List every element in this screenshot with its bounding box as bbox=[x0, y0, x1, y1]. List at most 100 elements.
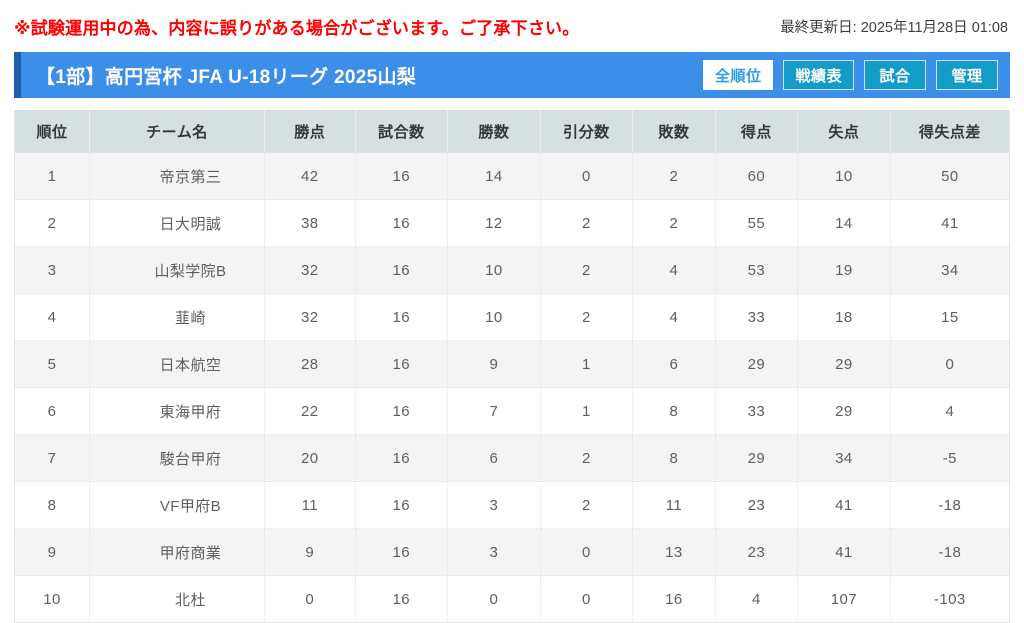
cell-team: 韮崎 bbox=[89, 293, 265, 341]
cell-goal-diff: 41 bbox=[890, 199, 1009, 247]
standings-table: 順位 チーム名 勝点 試合数 勝数 引分数 敗数 得点 失点 得失点差 1 帝京第… bbox=[15, 110, 1009, 622]
cell-rank: 1 bbox=[15, 152, 90, 200]
cell-goal-diff: -18 bbox=[890, 481, 1009, 529]
column-header-drawn[interactable]: 引分数 bbox=[540, 110, 634, 153]
table-row[interactable]: 8 VF甲府B 11 16 3 2 11 23 41 -18 bbox=[15, 481, 1009, 529]
cell-goals-against: 34 bbox=[797, 434, 891, 482]
cell-drawn: 1 bbox=[540, 387, 634, 435]
cell-goals-against: 19 bbox=[797, 246, 891, 294]
notice-bar: ※試験運用中の為、内容に誤りがある場合がございます。ご了承下さい。 最終更新日:… bbox=[0, 0, 1024, 52]
cell-lost: 4 bbox=[632, 293, 716, 341]
cell-drawn: 2 bbox=[540, 246, 634, 294]
standings-table-container: 順位 チーム名 勝点 試合数 勝数 引分数 敗数 得点 失点 得失点差 1 帝京第… bbox=[14, 110, 1010, 623]
cell-drawn: 1 bbox=[540, 340, 634, 388]
cell-drawn: 2 bbox=[540, 434, 634, 482]
cell-goals-for: 55 bbox=[715, 199, 799, 247]
cell-goals-for: 23 bbox=[715, 481, 799, 529]
cell-points: 0 bbox=[264, 575, 356, 622]
cell-points: 11 bbox=[264, 481, 356, 529]
cell-lost: 2 bbox=[632, 152, 716, 200]
cell-lost: 16 bbox=[632, 575, 716, 622]
cell-goal-diff: -103 bbox=[890, 575, 1009, 622]
cell-won: 7 bbox=[447, 387, 541, 435]
cell-goals-for: 60 bbox=[715, 152, 799, 200]
cell-lost: 2 bbox=[632, 199, 716, 247]
column-header-goal-diff[interactable]: 得失点差 bbox=[890, 110, 1009, 153]
cell-rank: 9 bbox=[15, 528, 90, 576]
cell-won: 14 bbox=[447, 152, 541, 200]
cell-points: 32 bbox=[264, 293, 356, 341]
cell-goals-against: 41 bbox=[797, 528, 891, 576]
cell-goal-diff: -5 bbox=[890, 434, 1009, 482]
cell-won: 12 bbox=[447, 199, 541, 247]
column-header-points[interactable]: 勝点 bbox=[264, 110, 356, 153]
table-row[interactable]: 9 甲府商業 9 16 3 0 13 23 41 -18 bbox=[15, 528, 1009, 576]
cell-points: 32 bbox=[264, 246, 356, 294]
table-row[interactable]: 6 東海甲府 22 16 7 1 8 33 29 4 bbox=[15, 387, 1009, 435]
cell-goals-against: 29 bbox=[797, 387, 891, 435]
page-title: 【1部】高円宮杯 JFA U-18リーグ 2025山梨 bbox=[36, 66, 417, 88]
cell-rank: 3 bbox=[15, 246, 90, 294]
cell-goals-against: 18 bbox=[797, 293, 891, 341]
cell-points: 20 bbox=[264, 434, 356, 482]
tab-matches[interactable]: 試合 bbox=[864, 60, 926, 90]
cell-drawn: 2 bbox=[540, 481, 634, 529]
cell-lost: 8 bbox=[632, 387, 716, 435]
cell-won: 10 bbox=[447, 293, 541, 341]
column-header-rank[interactable]: 順位 bbox=[15, 110, 90, 153]
column-header-lost[interactable]: 敗数 bbox=[632, 110, 716, 153]
cell-team: 東海甲府 bbox=[89, 387, 265, 435]
cell-played: 16 bbox=[355, 434, 449, 482]
cell-rank: 4 bbox=[15, 293, 90, 341]
cell-lost: 13 bbox=[632, 528, 716, 576]
cell-goals-against: 14 bbox=[797, 199, 891, 247]
cell-won: 10 bbox=[447, 246, 541, 294]
column-header-won[interactable]: 勝数 bbox=[447, 110, 541, 153]
cell-team: 駿台甲府 bbox=[89, 434, 265, 482]
cell-team: 北杜 bbox=[89, 575, 265, 622]
column-header-team[interactable]: チーム名 bbox=[89, 110, 265, 153]
cell-goals-against: 10 bbox=[797, 152, 891, 200]
cell-drawn: 0 bbox=[540, 575, 634, 622]
view-tab-group: 全順位 戦績表 試合 管理 bbox=[702, 60, 998, 90]
cell-played: 16 bbox=[355, 340, 449, 388]
column-header-played[interactable]: 試合数 bbox=[355, 110, 449, 153]
cell-won: 9 bbox=[447, 340, 541, 388]
cell-rank: 7 bbox=[15, 434, 90, 482]
cell-won: 3 bbox=[447, 481, 541, 529]
cell-goal-diff: 50 bbox=[890, 152, 1009, 200]
cell-goals-for: 33 bbox=[715, 387, 799, 435]
cell-drawn: 2 bbox=[540, 199, 634, 247]
table-row[interactable]: 5 日本航空 28 16 9 1 6 29 29 0 bbox=[15, 340, 1009, 388]
table-row[interactable]: 7 駿台甲府 20 16 6 2 8 29 34 -5 bbox=[15, 434, 1009, 482]
cell-drawn: 0 bbox=[540, 528, 634, 576]
cell-played: 16 bbox=[355, 575, 449, 622]
cell-rank: 8 bbox=[15, 481, 90, 529]
cell-points: 42 bbox=[264, 152, 356, 200]
cell-played: 16 bbox=[355, 246, 449, 294]
tab-admin[interactable]: 管理 bbox=[936, 60, 998, 90]
cell-team: 甲府商業 bbox=[89, 528, 265, 576]
cell-goals-for: 4 bbox=[715, 575, 799, 622]
table-row[interactable]: 4 韮崎 32 16 10 2 4 33 18 15 bbox=[15, 293, 1009, 341]
cell-drawn: 2 bbox=[540, 293, 634, 341]
table-row[interactable]: 1 帝京第三 42 16 14 0 2 60 10 50 bbox=[15, 152, 1009, 200]
table-row[interactable]: 10 北杜 0 16 0 0 16 4 107 -103 bbox=[15, 575, 1009, 622]
column-header-goals-for[interactable]: 得点 bbox=[715, 110, 799, 153]
cell-goals-for: 53 bbox=[715, 246, 799, 294]
cell-team: 日本航空 bbox=[89, 340, 265, 388]
cell-goal-diff: -18 bbox=[890, 528, 1009, 576]
header-row: 順位 チーム名 勝点 試合数 勝数 引分数 敗数 得点 失点 得失点差 bbox=[15, 110, 1009, 153]
trial-warning-text: ※試験運用中の為、内容に誤りがある場合がございます。ご了承下さい。 bbox=[14, 18, 580, 38]
tab-results-table[interactable]: 戦績表 bbox=[783, 60, 854, 90]
tab-all-standings[interactable]: 全順位 bbox=[702, 60, 774, 90]
column-header-goals-against[interactable]: 失点 bbox=[797, 110, 891, 153]
cell-goal-diff: 15 bbox=[890, 293, 1009, 341]
cell-points: 28 bbox=[264, 340, 356, 388]
cell-points: 38 bbox=[264, 199, 356, 247]
table-row[interactable]: 3 山梨学院B 32 16 10 2 4 53 19 34 bbox=[15, 246, 1009, 294]
cell-lost: 8 bbox=[632, 434, 716, 482]
table-row[interactable]: 2 日大明誠 38 16 12 2 2 55 14 41 bbox=[15, 199, 1009, 247]
cell-goals-for: 29 bbox=[715, 434, 799, 482]
cell-rank: 2 bbox=[15, 199, 90, 247]
